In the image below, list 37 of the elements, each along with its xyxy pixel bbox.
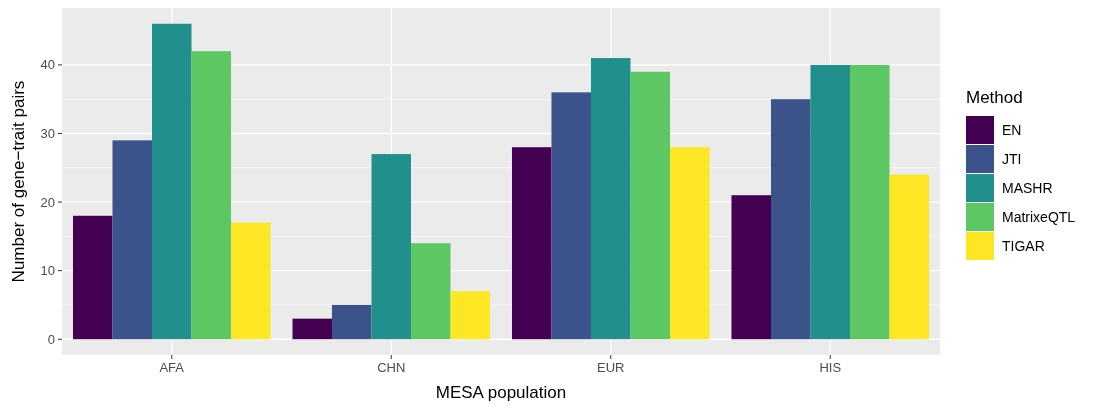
bar: [810, 64, 851, 340]
bar: [191, 51, 232, 340]
bar: [511, 147, 552, 340]
y-tick-label: 10: [40, 263, 55, 279]
legend-label: TIGAR: [1002, 237, 1045, 254]
y-tick-label: 40: [40, 57, 55, 73]
bar: [112, 140, 152, 340]
bar: [292, 318, 332, 340]
bar: [450, 291, 491, 340]
legend-title: Method: [966, 88, 1023, 107]
x-tick-label: EUR: [597, 360, 625, 375]
y-tick-label: 20: [40, 194, 55, 210]
y-tick-label: 0: [47, 331, 55, 347]
legend-label: JTI: [1002, 150, 1022, 167]
bar: [152, 23, 192, 340]
bar: [630, 71, 671, 340]
bar: [411, 243, 451, 340]
x-tick-label: HIS: [819, 360, 842, 375]
bar: [331, 304, 372, 340]
bar: [770, 99, 811, 340]
y-axis-title: Number of gene−trait pairs: [9, 80, 28, 283]
y-tick-label: 30: [40, 126, 55, 142]
x-tick-label: CHN: [377, 360, 406, 375]
bar: [850, 64, 890, 340]
bar: [371, 154, 412, 340]
bar: [231, 222, 271, 340]
bar: [731, 195, 771, 340]
legend-label: MatrixeQTL: [1002, 208, 1076, 225]
legend-label: MASHR: [1002, 179, 1053, 196]
x-tick-label: AFA: [159, 360, 185, 375]
bar: [591, 58, 631, 340]
bar: [551, 92, 591, 340]
bar: [889, 174, 930, 340]
x-axis-title: MESA population: [435, 383, 567, 402]
bar: [72, 215, 113, 340]
bar: [670, 147, 710, 340]
legend-label: EN: [1002, 121, 1022, 138]
